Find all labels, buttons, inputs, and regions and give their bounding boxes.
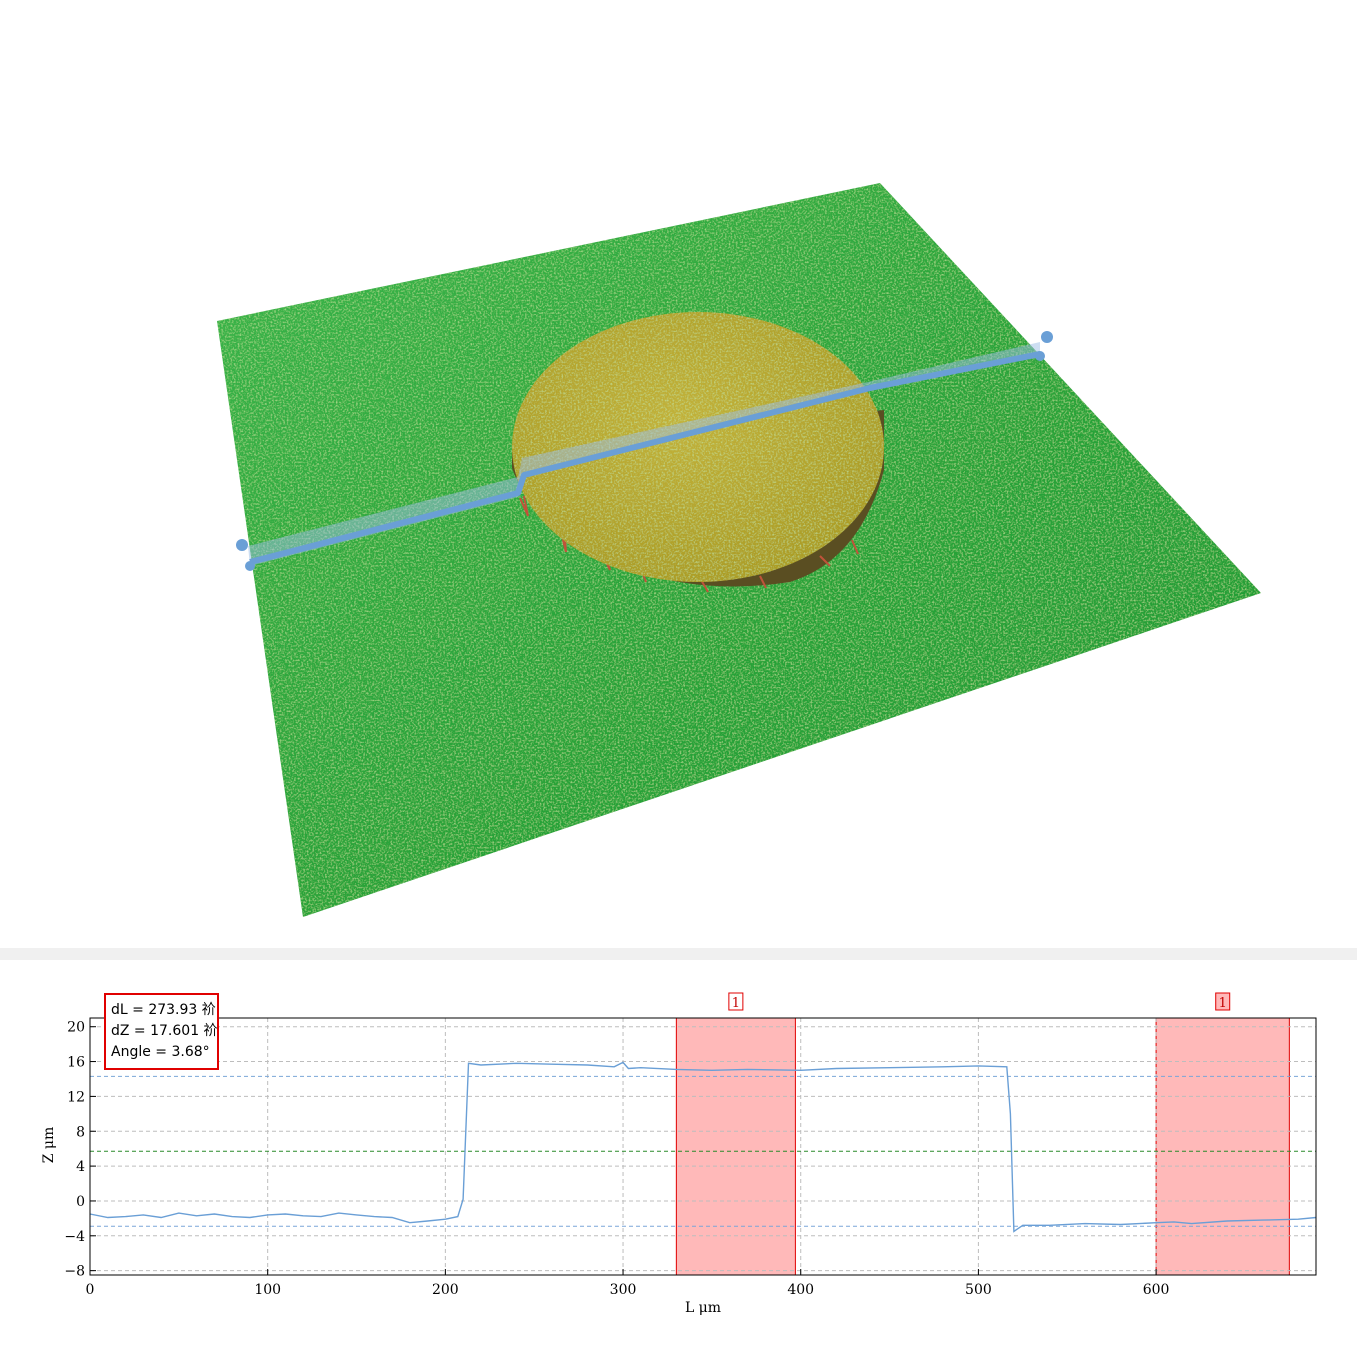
- dl-readout: dL = 273.93 祄: [111, 1002, 216, 1018]
- angle-readout: Angle = 3.68°: [111, 1044, 210, 1060]
- region-tag-box: [728, 992, 744, 1011]
- measurement-readout: dL = 273.93 祄 dZ = 17.601 祄 Angle = 3.68…: [104, 993, 219, 1070]
- region-tag: 1: [1219, 996, 1227, 1011]
- y-tick-label: −4: [64, 1229, 85, 1245]
- y-tick-label: −8: [64, 1264, 85, 1280]
- y-tick-label: 12: [67, 1089, 85, 1105]
- dz-readout: dZ = 17.601 祄: [111, 1023, 218, 1039]
- surface-3d-view[interactable]: [0, 0, 1357, 948]
- reference-region-1[interactable]: [675, 1017, 796, 1276]
- region-tag: 1: [732, 996, 740, 1011]
- x-axis-label: L μm: [685, 1300, 721, 1316]
- region-tag-box: [1215, 992, 1231, 1011]
- panel-divider[interactable]: [0, 948, 1357, 960]
- plot-frame: [89, 1017, 1317, 1276]
- reference-lines: [90, 1075, 1316, 1227]
- x-tick-label: 100: [254, 1282, 281, 1298]
- x-tick-label: 600: [1143, 1282, 1170, 1298]
- profile-trace-overlay[interactable]: [236, 331, 1053, 571]
- x-tick-label: 200: [432, 1282, 459, 1298]
- reference-region-2[interactable]: [1155, 1017, 1290, 1276]
- y-tick-label: 4: [76, 1159, 85, 1175]
- y-tick-label: 20: [67, 1020, 85, 1036]
- y-axis-label: Z μm: [41, 1127, 57, 1164]
- x-tick-label: 400: [787, 1282, 814, 1298]
- x-tick-label: 0: [86, 1282, 95, 1298]
- y-tick-label: 8: [76, 1124, 85, 1140]
- x-tick-label: 300: [610, 1282, 637, 1298]
- reference-regions: [675, 1017, 1290, 1276]
- trace-start-base-handle[interactable]: [245, 561, 255, 571]
- y-axis-ticks: 20 16 12 8 4 0 −4 −8: [64, 1020, 96, 1280]
- x-axis-ticks: 0 100 200 300 400 500 600: [86, 1269, 1170, 1298]
- trace-end-handle[interactable]: [1041, 331, 1053, 343]
- trace-end-base-handle[interactable]: [1035, 351, 1045, 361]
- x-tick-label: 500: [965, 1282, 992, 1298]
- chart-grid: [90, 1018, 1316, 1275]
- y-tick-label: 0: [76, 1194, 85, 1210]
- profile-line: [89, 1061, 1317, 1233]
- trace-start-handle[interactable]: [236, 539, 248, 551]
- y-tick-label: 16: [67, 1055, 85, 1071]
